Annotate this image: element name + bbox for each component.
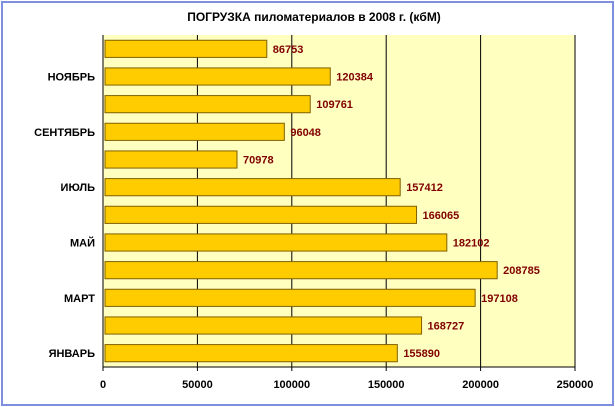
bar-9[interactable]	[104, 122, 285, 141]
bar-5[interactable]	[104, 233, 448, 252]
data-label-9: 96048	[290, 127, 321, 139]
bar-12[interactable]	[104, 39, 268, 58]
data-label-4: 208785	[503, 265, 540, 277]
x-tick-label-4: 200000	[462, 379, 499, 391]
category-label-9: СЕНТЯБРЬ	[34, 127, 95, 139]
chart-title: ПОГРУЗКА пиломатериалов в 2008 г. (кбМ)	[187, 10, 441, 24]
category-label-11: НОЯБРЬ	[48, 72, 96, 84]
category-label-7: ИЮЛЬ	[61, 182, 96, 194]
bar-3[interactable]	[104, 288, 476, 307]
x-tick-label-1: 50000	[182, 379, 213, 391]
data-label-7: 157412	[406, 182, 443, 194]
plot-area: 155890 ЯНВАРЬ 168727 197108 МАРТ 208785 182102…	[34, 35, 593, 391]
category-label-3: МАРТ	[64, 293, 95, 305]
x-tick-label-2: 100000	[273, 379, 310, 391]
data-label-2: 168727	[428, 321, 465, 333]
bar-1[interactable]	[104, 344, 398, 363]
bar-8[interactable]	[104, 150, 238, 169]
category-label-5: МАЙ	[70, 237, 95, 250]
x-tick-label-5: 250000	[557, 379, 594, 391]
plot-background	[103, 35, 575, 367]
data-label-11: 120384	[336, 72, 374, 84]
data-label-5: 182102	[453, 238, 490, 250]
bar-7[interactable]	[104, 178, 401, 197]
category-label-1: ЯНВАРЬ	[49, 348, 96, 360]
data-label-3: 197108	[481, 293, 518, 305]
data-label-6: 166065	[423, 210, 460, 222]
bar-10[interactable]	[104, 95, 311, 114]
x-tick-label-3: 150000	[368, 379, 405, 391]
x-tick-label-0: 0	[100, 379, 106, 391]
bar-11[interactable]	[104, 67, 331, 86]
data-label-12: 86753	[273, 44, 304, 56]
data-label-8: 70978	[243, 155, 274, 167]
bar-6[interactable]	[104, 205, 418, 224]
data-label-10: 109761	[316, 99, 353, 111]
chart-svg: ПОГРУЗКА пиломатериалов в 2008 г. (кбМ) …	[34, 10, 593, 391]
bar-4[interactable]	[104, 261, 498, 280]
bar-2[interactable]	[104, 316, 423, 335]
data-label-1: 155890	[403, 348, 440, 360]
